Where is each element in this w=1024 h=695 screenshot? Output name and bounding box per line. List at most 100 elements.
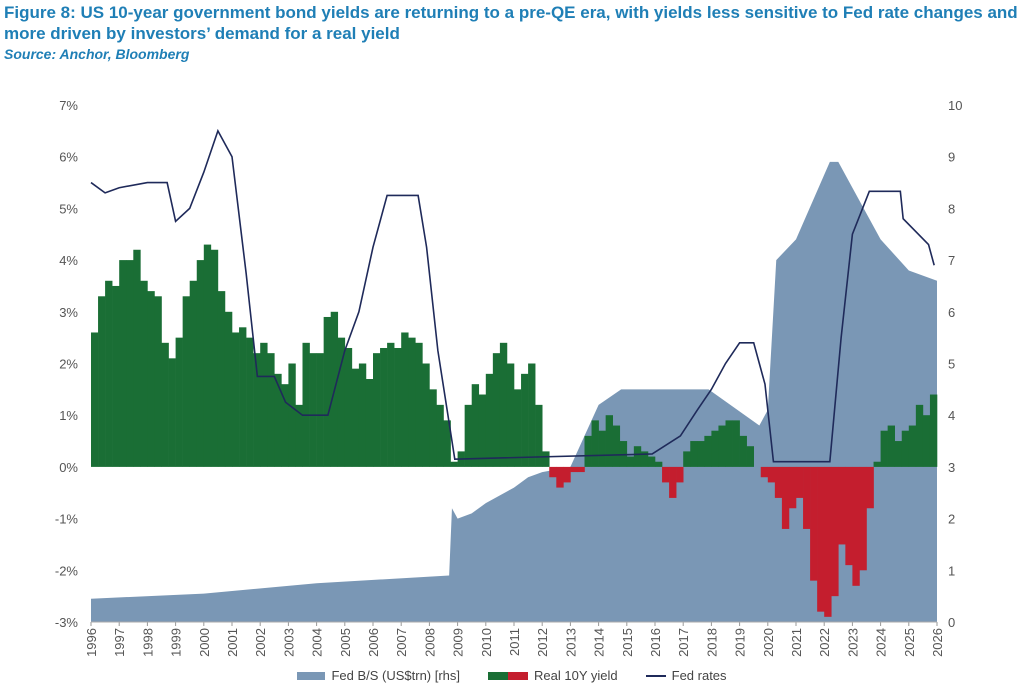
x-tick-label: 2024 (874, 628, 889, 657)
real-yield-bar (859, 466, 867, 571)
real-yield-bar (774, 466, 783, 498)
real-yield-bar (499, 342, 508, 467)
x-tick-label: 2004 (310, 628, 325, 657)
real-yield-bar (281, 384, 289, 467)
real-yield-bar (246, 337, 254, 467)
x-tick-label: 2013 (563, 628, 578, 657)
x-tick-label: 1999 (169, 628, 184, 657)
real-yield-bar (803, 466, 811, 529)
y-left-tick-label: 0% (59, 460, 78, 475)
real-yield-bar (316, 353, 324, 467)
x-tick-label: 2003 (281, 628, 296, 657)
real-yield-bar (676, 466, 684, 483)
x-tick-label: 2010 (479, 628, 494, 657)
real-yield-bar (492, 353, 501, 467)
y-right-tick-label: 9 (948, 150, 955, 165)
real-yield-bar (210, 249, 219, 467)
real-yield-bar (697, 441, 705, 467)
real-yield-bar (704, 435, 712, 467)
real-yield-bar (302, 342, 310, 467)
real-yield-bar (105, 280, 113, 467)
real-yield-bar (168, 358, 176, 467)
real-yield-bar (112, 285, 120, 467)
x-tick-label: 2015 (620, 628, 635, 657)
real-yield-bar (217, 291, 226, 467)
fed-bs-area (91, 161, 937, 622)
real-yield-bar (662, 466, 670, 483)
real-yield-bar (203, 244, 212, 467)
real-yield-bar (422, 363, 430, 467)
real-yield-bar (929, 394, 938, 467)
real-yield-bar (655, 461, 663, 467)
real-yield-bar (796, 466, 804, 498)
real-yield-bar (429, 389, 437, 467)
real-yield-bar (295, 404, 303, 467)
real-yield-bar (154, 296, 162, 467)
x-tick-label: 2006 (366, 628, 381, 657)
real-yield-bar (196, 260, 205, 467)
x-tick-label: 2017 (676, 628, 691, 657)
real-yield-bar (471, 384, 480, 467)
real-yield-bar (189, 280, 198, 467)
real-yield-bar (598, 430, 606, 467)
y-left-tick-label: 6% (59, 150, 78, 165)
real-yield-bar (98, 296, 106, 467)
real-yield-bar (584, 435, 592, 467)
real-yield-bar (387, 342, 395, 467)
x-tick-label: 2022 (817, 628, 832, 657)
real-yield-bar (760, 466, 769, 478)
y-left-tick-label: 3% (59, 305, 78, 320)
x-tick-label: 2002 (253, 628, 268, 657)
legend-item-fed-bs: Fed B/S (US$trn) [rhs] (297, 668, 460, 684)
real-yield-bar (443, 420, 451, 467)
real-yield-bar (901, 430, 910, 467)
real-yield-bar (683, 451, 691, 467)
fed-rates-line (90, 128, 935, 463)
x-tick-label: 2000 (197, 628, 212, 657)
x-tick-label: 2008 (422, 628, 437, 657)
real-yield-bar (711, 430, 719, 467)
real-yield-bar (380, 347, 388, 467)
real-yield-bar (732, 420, 740, 467)
y-left-tick-label: -1% (55, 512, 79, 527)
real-yield-bar (344, 347, 353, 467)
real-yield-bar (394, 347, 402, 467)
real-yield-bar (866, 466, 874, 509)
real-yield-bar (337, 337, 346, 467)
real-yield-bar (549, 466, 557, 478)
x-tick-label: 2009 (451, 628, 466, 657)
real-yield-bar (725, 420, 733, 467)
y-right-tick-label: 10 (948, 98, 962, 113)
legend: Fed B/S (US$trn) [rhs] Real 10Y yield Fe… (0, 668, 1024, 684)
real-yield-bar (239, 327, 247, 467)
real-yield-bar (739, 435, 747, 467)
real-yield-bar (464, 404, 472, 467)
legend-item-real-yield: Real 10Y yield (488, 668, 618, 684)
real-yield-bar (506, 363, 515, 467)
real-yield-bar (309, 353, 317, 467)
y-right-tick-label: 5 (948, 357, 955, 372)
y-right-tick-label: 6 (948, 305, 955, 320)
legend-item-fed-rates: Fed rates (645, 668, 727, 684)
real-yield-bar (831, 466, 839, 597)
real-yield-bar (767, 466, 776, 483)
real-yield-bar (591, 420, 599, 467)
real-yield-bar (260, 342, 268, 467)
legend-label: Fed B/S (US$trn) [rhs] (331, 668, 461, 683)
real-yield-bar (415, 342, 423, 467)
real-yield-bar (133, 249, 141, 467)
chart-header: Figure 8: US 10-year government bond yie… (4, 2, 1020, 63)
real-yield-bar (788, 466, 797, 509)
x-tick-label: 1998 (140, 628, 155, 657)
x-tick-label: 2026 (930, 628, 945, 657)
real-yield-bar (781, 466, 790, 529)
x-tick-label: 2019 (733, 628, 748, 657)
real-yield-bar (824, 466, 832, 617)
real-yield-bar (887, 425, 895, 467)
real-yield-bar (436, 404, 444, 467)
real-yield-bar (224, 311, 233, 467)
x-tick-label: 2007 (394, 628, 409, 657)
real-yield-bar (817, 466, 825, 612)
x-tick-label: 2023 (845, 628, 860, 657)
